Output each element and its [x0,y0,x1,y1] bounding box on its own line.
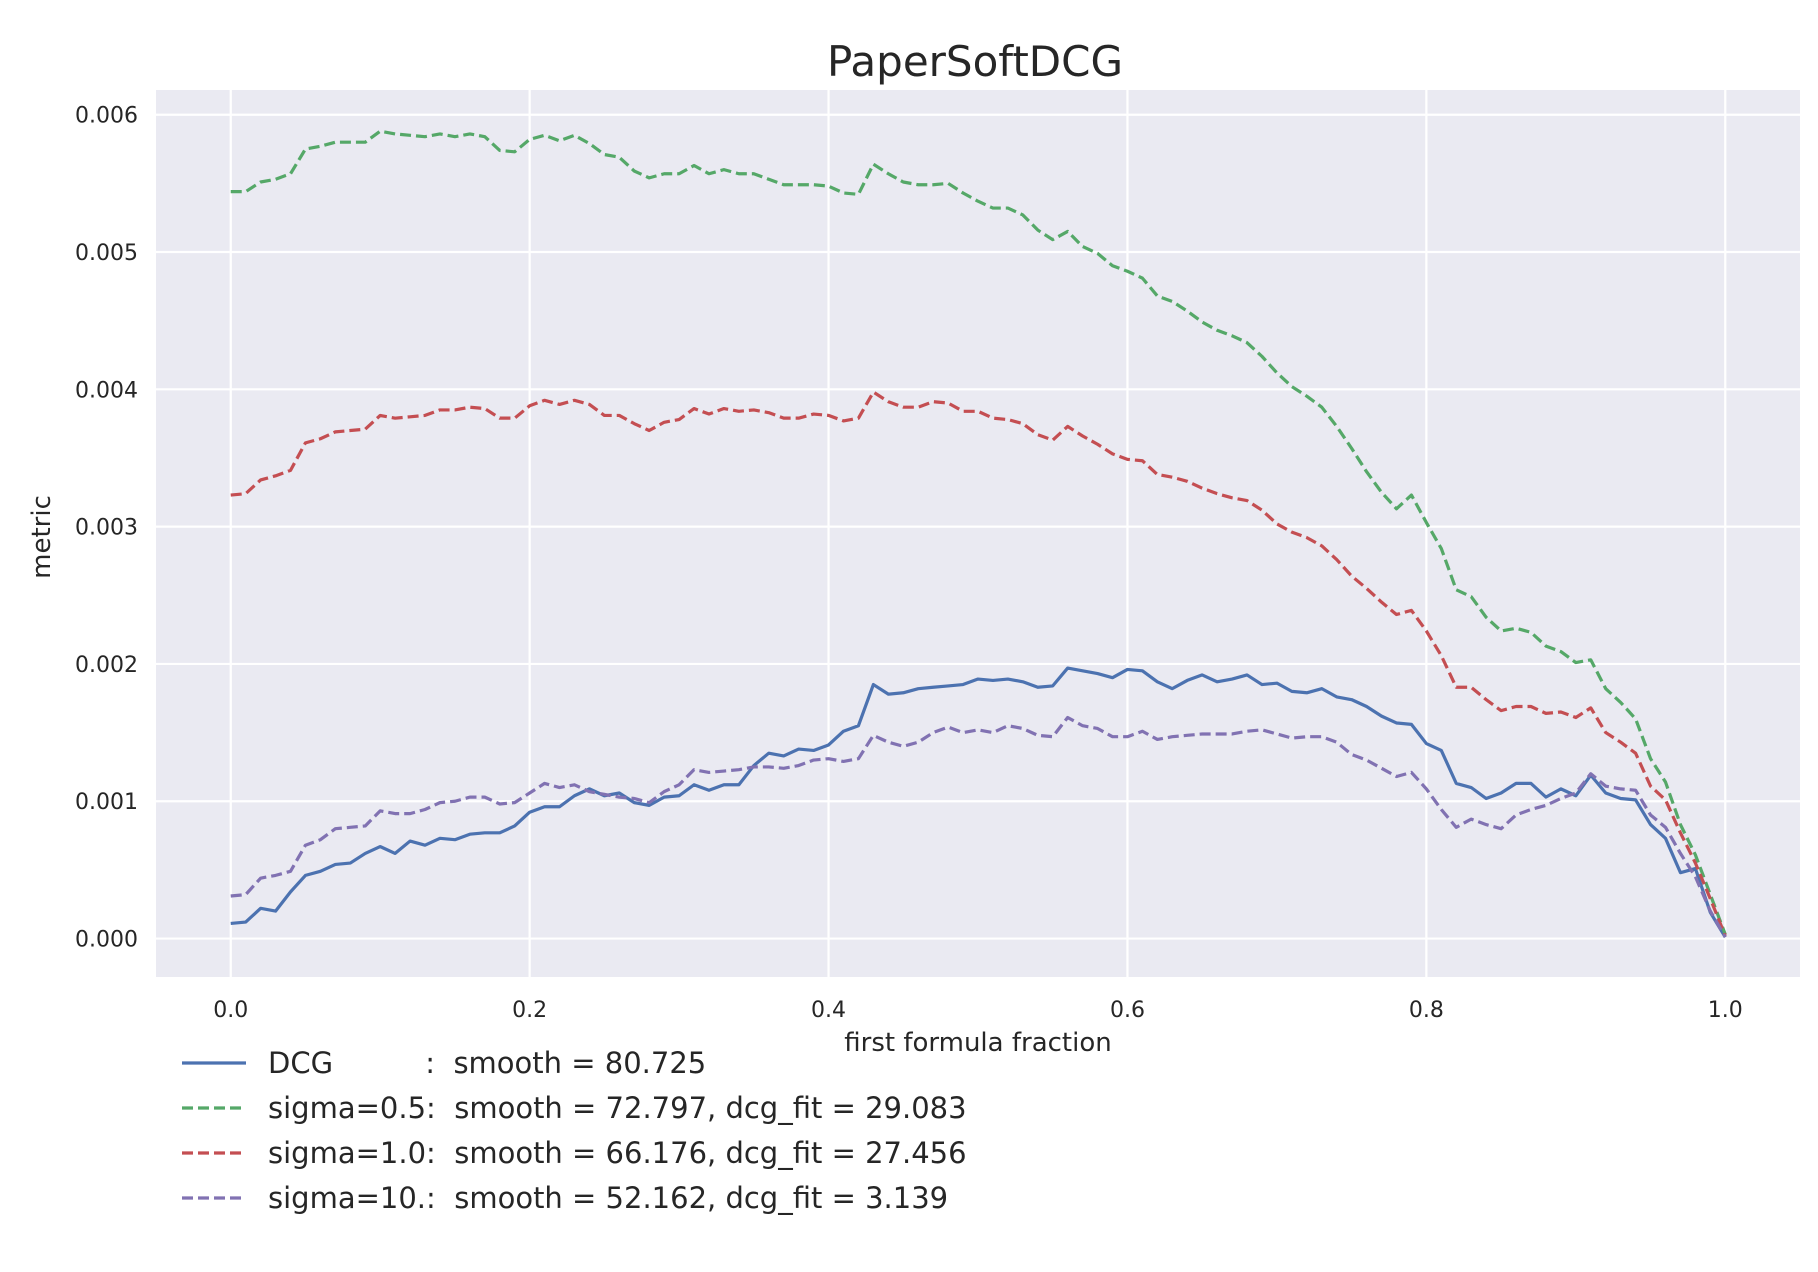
x-tick-label: 0.2 [512,998,547,1023]
legend-label: sigma=10.: smooth = 52.162, dcg_fit = 3.… [268,1181,948,1215]
x-tick-label: 0.4 [811,998,846,1023]
y-tick-label: 0.004 [75,378,138,403]
y-tick-label: 0.000 [75,928,138,953]
legend-label: DCG : smooth = 80.725 [268,1046,706,1080]
x-axis-ticks: 0.0 0.2 0.4 0.6 0.8 1.0 [213,998,1743,1023]
y-tick-label: 0.005 [75,241,138,266]
chart-title: PaperSoftDCG [827,37,1123,86]
x-axis-label: first formula fraction [844,1028,1111,1058]
plot-area [156,90,1800,977]
y-axis-ticks: 0.000 0.001 0.002 0.003 0.004 0.005 0.006 [75,104,138,953]
x-tick-label: 0.0 [213,998,248,1023]
series-line-sigma-0-5 [230,129,1727,935]
legend: DCG : smooth = 80.725 sigma=0.5: smooth =… [182,1046,967,1215]
y-tick-label: 0.003 [75,516,138,541]
y-axis-label: metric [27,495,57,579]
series-line-dcg [230,666,1727,939]
y-tick-label: 0.001 [75,790,138,815]
y-tick-label: 0.002 [75,653,138,678]
x-tick-label: 1.0 [1708,998,1743,1023]
grid [156,90,1800,977]
legend-label: sigma=1.0: smooth = 66.176, dcg_fit = 27… [268,1136,967,1170]
y-tick-label: 0.006 [75,104,138,129]
x-tick-label: 0.8 [1409,998,1444,1023]
legend-label: sigma=0.5: smooth = 72.797, dcg_fit = 29… [268,1091,967,1125]
series-line-sigma-1-0 [230,390,1727,937]
series-lines [230,129,1727,939]
x-tick-label: 0.6 [1110,998,1145,1023]
